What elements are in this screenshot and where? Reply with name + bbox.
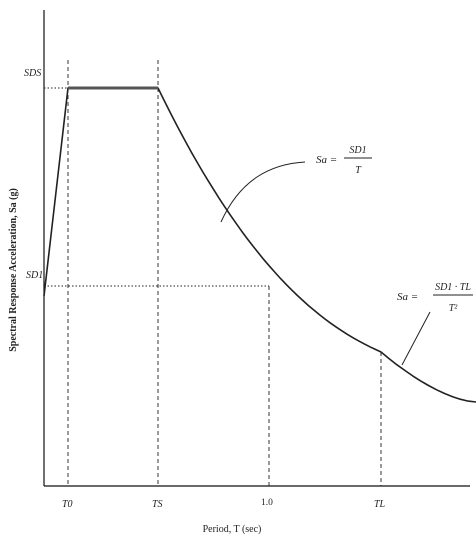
sds-tick-label: SDS	[24, 68, 41, 79]
one-tick-label: 1.0	[261, 498, 273, 508]
eq2-lhs: Sa =	[397, 291, 418, 303]
eq1-denominator: T	[355, 165, 362, 176]
tl-tick-label: TL	[374, 499, 386, 510]
eq1-label: Sa = SD1 T	[316, 145, 372, 176]
x-axis-title: Period, T (sec)	[203, 524, 262, 535]
eq1-lhs: Sa =	[316, 154, 337, 166]
ts-tick-label: TS	[152, 499, 163, 510]
y-axis-title: Spectral Response Acceleration, Sa (g)	[8, 188, 19, 352]
sd1-tick-label: SD1	[26, 270, 43, 281]
eq2-label: Sa = SD1 · TL T²	[397, 282, 473, 314]
t0-tick-label: T0	[62, 499, 73, 510]
eq2-numerator: SD1 · TL	[435, 282, 471, 293]
eq1-numerator: SD1	[349, 145, 366, 156]
eq1-leader	[220, 161, 306, 223]
eq2-denominator: T²	[449, 303, 459, 314]
eq2-leader	[401, 311, 431, 366]
spectrum-curve	[43, 87, 476, 403]
